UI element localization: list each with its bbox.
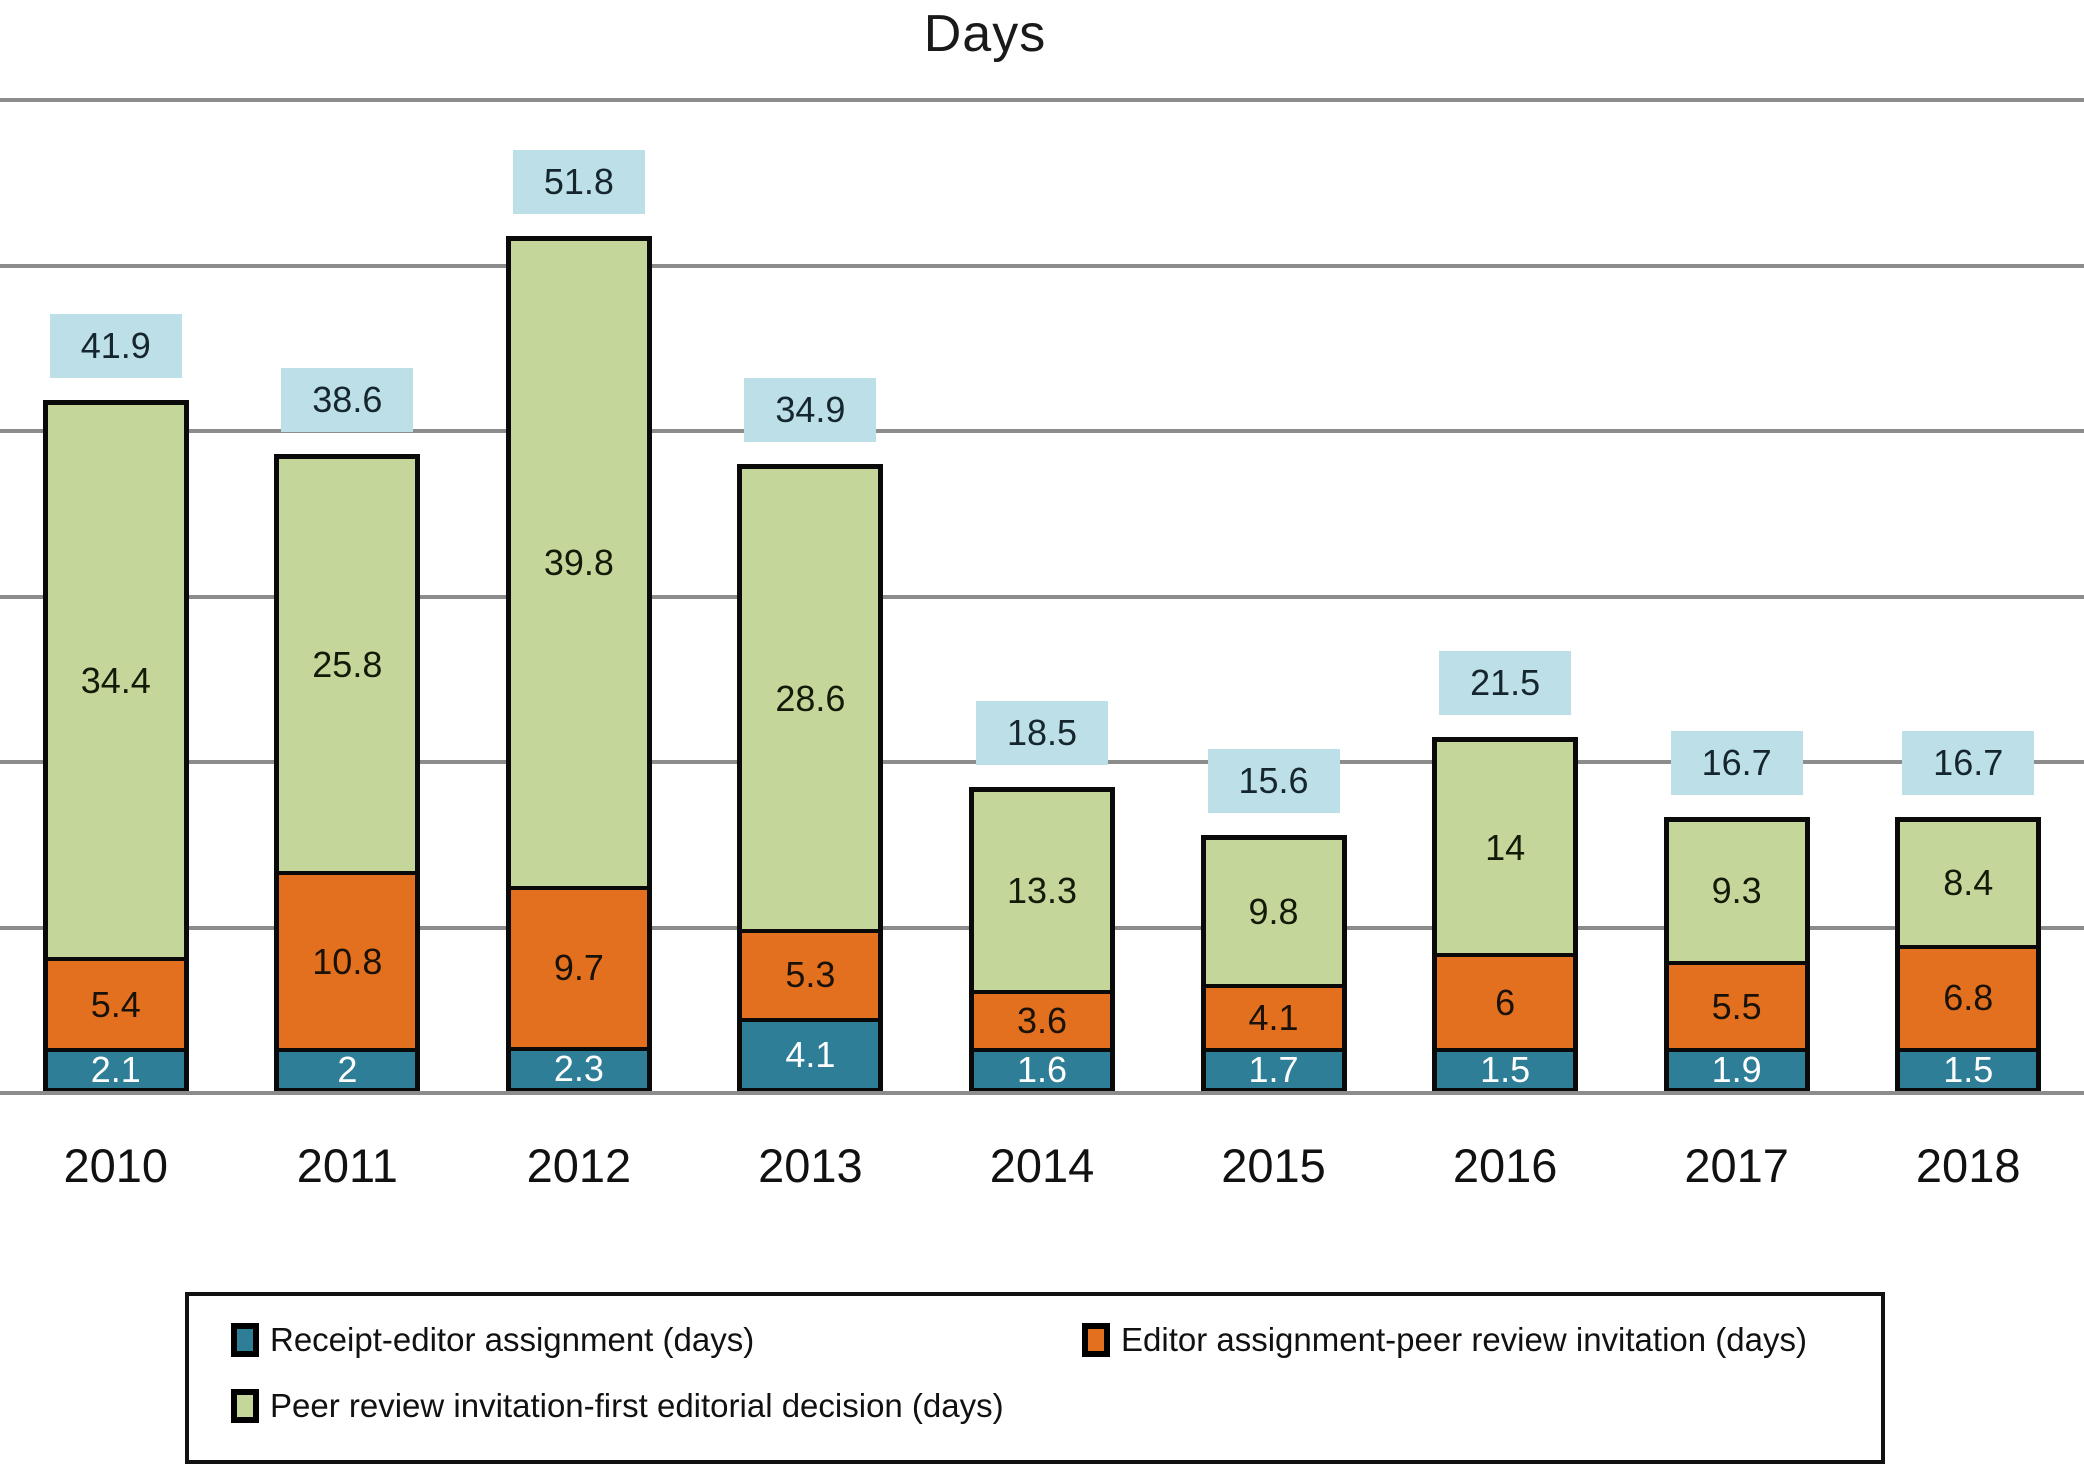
segment-value-label: 3.6 bbox=[1016, 1000, 1068, 1042]
bar-segment-editor-2011: 10.8 bbox=[279, 871, 416, 1048]
segment-value-label: 4.1 bbox=[785, 1034, 836, 1076]
bar-segment-receipt-2010: 2.1 bbox=[47, 1047, 184, 1090]
segment-value-label: 9.3 bbox=[1711, 870, 1762, 912]
bar-segment-peer-2018: 8.4 bbox=[1900, 821, 2037, 945]
segment-value-label: 6 bbox=[1495, 981, 1516, 1023]
bar-segment-editor-2014: 3.6 bbox=[974, 990, 1110, 1048]
bar-segment-receipt-2011: 2 bbox=[279, 1047, 416, 1090]
legend-item-receipt: Receipt-editor assignment (days) bbox=[231, 1316, 754, 1364]
segment-value-label: 1.5 bbox=[1480, 1048, 1531, 1090]
total-badge-2017: 16.7 bbox=[1670, 730, 1803, 795]
segment-value-label: 1.5 bbox=[1943, 1048, 1994, 1090]
segment-value-label: 9.7 bbox=[553, 947, 604, 989]
segment-value-label: 6.8 bbox=[1943, 977, 1994, 1019]
segment-value-label: 2 bbox=[337, 1048, 358, 1090]
bar-segment-peer-2013: 28.6 bbox=[742, 469, 879, 929]
bar-segment-editor-2015: 4.1 bbox=[1205, 983, 1342, 1048]
legend-label-editor: Editor assignment-peer review invitation… bbox=[1121, 1321, 1807, 1358]
legend-label-peer: Peer review invitation-first editorial d… bbox=[270, 1387, 1004, 1424]
segment-value-label: 5.3 bbox=[785, 954, 836, 996]
legend-swatch-peer bbox=[231, 1389, 259, 1423]
bar-segment-receipt-2013: 4.1 bbox=[742, 1018, 879, 1088]
segment-value-label: 1.7 bbox=[1248, 1048, 1299, 1090]
segment-value-label: 2.1 bbox=[90, 1048, 141, 1090]
gridline bbox=[0, 263, 2084, 268]
bar-2010: 34.4 5.4 2.1 bbox=[42, 399, 189, 1093]
legend-swatch-editor bbox=[1082, 1323, 1110, 1357]
bar-segment-receipt-2018: 1.5 bbox=[1900, 1047, 2037, 1090]
bar-segment-peer-2010: 34.4 bbox=[47, 404, 184, 958]
gridline bbox=[0, 98, 2084, 102]
segment-value-label: 34.4 bbox=[80, 659, 151, 701]
segment-value-label: 14 bbox=[1485, 826, 1526, 868]
segment-value-label: 2.3 bbox=[553, 1048, 604, 1090]
segment-value-label: 5.5 bbox=[1711, 985, 1762, 1027]
x-axis-label-2017: 2017 bbox=[1684, 1139, 1789, 1192]
bar-2018: 8.4 6.8 1.5 bbox=[1895, 816, 2042, 1093]
legend-item-editor: Editor assignment-peer review invitation… bbox=[1082, 1316, 1807, 1364]
bar-segment-editor-2018: 6.8 bbox=[1900, 944, 2037, 1048]
x-axis-label-2014: 2014 bbox=[989, 1139, 1095, 1192]
x-axis-label-2010: 2010 bbox=[63, 1139, 169, 1192]
bar-segment-peer-2016: 14 bbox=[1437, 742, 1574, 954]
segment-value-label: 25.8 bbox=[312, 644, 383, 686]
segment-value-label: 5.4 bbox=[90, 983, 141, 1025]
bar-2014: 13.3 3.6 1.6 bbox=[969, 786, 1115, 1093]
x-axis-label-2012: 2012 bbox=[526, 1139, 632, 1192]
bar-segment-editor-2016: 6 bbox=[1437, 953, 1574, 1048]
x-axis-baseline bbox=[0, 1091, 2084, 1095]
legend-label-receipt: Receipt-editor assignment (days) bbox=[270, 1321, 755, 1358]
total-badge-2011: 38.6 bbox=[281, 368, 414, 433]
total-badge-2010: 41.9 bbox=[49, 313, 182, 378]
segment-value-label: 13.3 bbox=[1006, 870, 1078, 912]
chart-title: Days bbox=[923, 5, 1047, 63]
segment-value-label: 10.8 bbox=[312, 940, 383, 982]
segment-value-label: 1.9 bbox=[1711, 1048, 1762, 1090]
bar-segment-receipt-2017: 1.9 bbox=[1668, 1047, 1805, 1090]
bar-segment-editor-2017: 5.5 bbox=[1668, 961, 1805, 1048]
x-axis-label-2013: 2013 bbox=[758, 1139, 863, 1192]
total-badge-2015: 15.6 bbox=[1207, 748, 1340, 813]
x-axis-label-2016: 2016 bbox=[1452, 1139, 1558, 1192]
bar-segment-peer-2017: 9.3 bbox=[1668, 821, 1805, 962]
gridline bbox=[0, 594, 2084, 599]
total-badge-2014: 18.5 bbox=[976, 700, 1108, 765]
bar-segment-peer-2012: 39.8 bbox=[510, 240, 647, 886]
legend: Receipt-editor assignment (days) Editor … bbox=[185, 1292, 1885, 1464]
bar-segment-receipt-2014: 1.6 bbox=[974, 1047, 1110, 1090]
segment-value-label: 9.8 bbox=[1248, 890, 1299, 932]
segment-value-label: 28.6 bbox=[775, 677, 846, 719]
segment-value-label: 8.4 bbox=[1943, 862, 1994, 904]
bar-segment-editor-2013: 5.3 bbox=[742, 928, 879, 1019]
bar-segment-peer-2014: 13.3 bbox=[974, 791, 1110, 991]
bar-segment-peer-2011: 25.8 bbox=[279, 459, 416, 872]
bar-segment-editor-2012: 9.7 bbox=[510, 885, 647, 1047]
total-badge-2013: 34.9 bbox=[744, 378, 877, 443]
total-badge-2016: 21.5 bbox=[1439, 651, 1572, 716]
bar-segment-peer-2015: 9.8 bbox=[1205, 839, 1342, 984]
legend-swatch-receipt bbox=[231, 1323, 259, 1357]
segment-value-label: 39.8 bbox=[543, 542, 614, 584]
bar-2011: 25.8 10.8 2 bbox=[274, 454, 421, 1093]
gridline bbox=[0, 429, 2084, 433]
segment-value-label: 1.6 bbox=[1016, 1048, 1068, 1090]
total-badge-2012: 51.8 bbox=[512, 149, 645, 214]
bar-2013: 28.6 5.3 4.1 bbox=[737, 464, 884, 1093]
bar-2015: 9.8 4.1 1.7 bbox=[1200, 834, 1347, 1093]
x-axis-label-2015: 2015 bbox=[1221, 1139, 1326, 1192]
bar-2012: 39.8 9.7 2.3 bbox=[505, 235, 652, 1093]
bar-2016: 14 6 1.5 bbox=[1432, 737, 1579, 1093]
total-badge-2018: 16.7 bbox=[1902, 730, 2035, 795]
legend-item-peer: Peer review invitation-first editorial d… bbox=[231, 1382, 1004, 1430]
bar-2017: 9.3 5.5 1.9 bbox=[1663, 816, 1810, 1093]
x-axis-label-2018: 2018 bbox=[1915, 1139, 2021, 1192]
bar-segment-receipt-2012: 2.3 bbox=[510, 1046, 647, 1090]
x-axis-label-2011: 2011 bbox=[296, 1139, 398, 1192]
bar-segment-editor-2010: 5.4 bbox=[47, 957, 184, 1048]
segment-value-label: 4.1 bbox=[1248, 996, 1299, 1038]
bar-segment-receipt-2016: 1.5 bbox=[1437, 1047, 1574, 1090]
bar-segment-receipt-2015: 1.7 bbox=[1205, 1047, 1342, 1090]
